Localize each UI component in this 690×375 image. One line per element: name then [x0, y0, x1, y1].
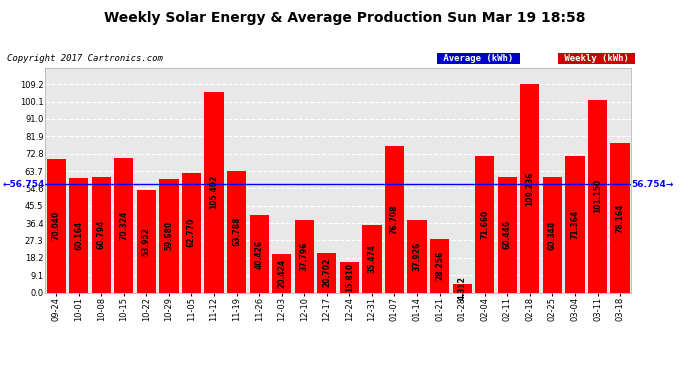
Bar	[69, 178, 88, 292]
Text: Weekly (kWh): Weekly (kWh)	[559, 54, 634, 63]
Bar	[115, 158, 133, 292]
Text: Copyright 2017 Cartronics.com: Copyright 2017 Cartronics.com	[7, 54, 163, 63]
Bar	[182, 173, 201, 292]
Bar	[272, 254, 291, 292]
Bar	[453, 284, 472, 292]
Bar	[408, 220, 426, 292]
Text: 62.770: 62.770	[187, 218, 196, 248]
Text: 71.660: 71.660	[480, 210, 489, 239]
Bar	[227, 171, 246, 292]
Bar	[204, 92, 224, 292]
Text: ←56.754: ←56.754	[3, 180, 45, 189]
Bar	[520, 84, 540, 292]
Text: 60.164: 60.164	[75, 220, 83, 250]
Text: 35.474: 35.474	[368, 244, 377, 273]
Text: 71.364: 71.364	[571, 210, 580, 239]
Text: 59.680: 59.680	[164, 221, 173, 250]
Text: 63.788: 63.788	[232, 217, 241, 246]
Bar	[385, 146, 404, 292]
Bar	[92, 177, 111, 292]
Bar	[588, 100, 607, 292]
Bar	[611, 144, 630, 292]
Bar	[295, 220, 314, 292]
Text: 70.040: 70.040	[52, 211, 61, 240]
Text: Average (kWh): Average (kWh)	[438, 54, 519, 63]
Bar	[317, 253, 337, 292]
Bar	[497, 177, 517, 292]
Text: 101.150: 101.150	[593, 179, 602, 213]
Text: 76.708: 76.708	[390, 205, 399, 234]
Bar	[430, 238, 449, 292]
Bar	[565, 156, 584, 292]
Text: 60.446: 60.446	[503, 220, 512, 249]
Text: 78.164: 78.164	[615, 203, 624, 232]
Text: 60.794: 60.794	[97, 220, 106, 249]
Text: 53.952: 53.952	[142, 226, 151, 255]
Text: 4.312: 4.312	[457, 276, 466, 300]
Text: Weekly Solar Energy & Average Production Sun Mar 19 18:58: Weekly Solar Energy & Average Production…	[104, 11, 586, 25]
Bar	[362, 225, 382, 292]
Text: 37.926: 37.926	[413, 242, 422, 271]
Text: 28.256: 28.256	[435, 251, 444, 280]
Text: 105.402: 105.402	[210, 175, 219, 209]
Bar	[159, 179, 179, 292]
Bar	[475, 156, 494, 292]
Bar	[46, 159, 66, 292]
Text: 37.796: 37.796	[299, 242, 308, 271]
Text: 20.424: 20.424	[277, 258, 286, 288]
Bar	[543, 177, 562, 292]
Text: 40.426: 40.426	[255, 239, 264, 268]
Text: 70.324: 70.324	[119, 211, 128, 240]
Bar	[137, 190, 156, 292]
Text: 20.702: 20.702	[322, 258, 331, 287]
Text: 56.754→: 56.754→	[631, 180, 673, 189]
Bar	[250, 215, 268, 292]
Text: 60.348: 60.348	[548, 220, 557, 250]
Text: 15.810: 15.810	[345, 263, 354, 292]
Text: 109.236: 109.236	[525, 171, 534, 206]
Bar	[339, 262, 359, 292]
